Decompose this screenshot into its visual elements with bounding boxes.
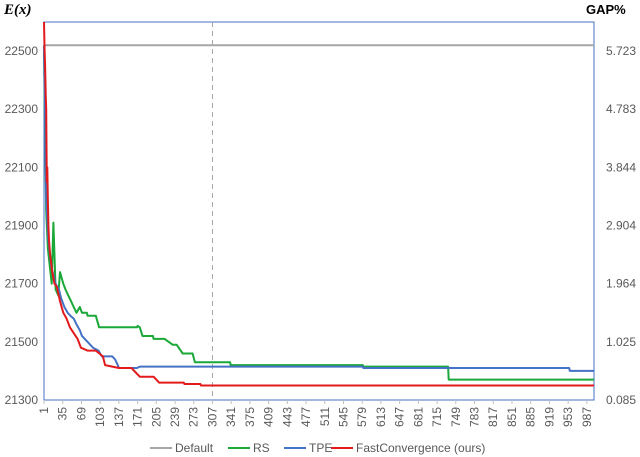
y2-axis-title: GAP% [586,2,626,17]
x-tick-label: 919 [542,407,556,427]
x-tick-label: 409 [262,407,276,427]
x-tick-label: 579 [355,407,369,427]
y2-tick-label: 2.904 [606,219,636,233]
legend: Default RS TPE FastConvergence (ours) [150,441,485,455]
y2-tick-label: 0.085 [606,393,636,407]
y-axis-ticks: 21300 21500 21700 21900 22100 22300 22500 [5,44,39,407]
x-tick-label: 545 [336,407,350,427]
x-tick-label: 137 [112,407,126,427]
y-tick-label: 21900 [5,219,39,233]
y2-tick-label: 4.783 [606,102,636,116]
x-tick-label: 273 [187,407,201,427]
x-tick-label: 681 [411,407,425,427]
y2-axis-ticks: 0.085 1.025 1.964 2.904 3.844 4.783 5.723 [606,44,636,407]
series-line-rs [43,51,594,381]
x-tick-label: 851 [505,407,519,427]
legend-label: Default [175,441,214,455]
x-tick-label: 443 [280,407,294,427]
x-tick-label: 307 [205,407,219,427]
x-tick-label: 511 [318,407,332,426]
x-tick-label: 647 [393,407,407,427]
x-tick-label: 69 [74,407,88,421]
series-layer [43,21,594,387]
legend-label: RS [253,441,270,455]
x-tick-label: 715 [430,407,444,427]
x-tick-label: 239 [168,407,182,427]
x-tick-label: 749 [449,407,463,427]
y-tick-label: 21500 [5,335,39,349]
y-tick-label: 22500 [5,44,39,58]
y2-tick-label: 1.964 [606,277,636,291]
x-tick-label: 1 [37,407,51,414]
y2-tick-label: 5.723 [606,44,636,58]
x-tick-label: 171 [131,407,145,427]
x-tick-label: 885 [524,407,538,427]
y2-tick-label: 1.025 [606,335,636,349]
x-tick-label: 477 [299,407,313,427]
x-tick-label: 783 [468,407,482,427]
x-tick-label: 953 [561,407,575,427]
x-tick-label: 817 [486,407,500,427]
x-tick-label: 613 [374,407,388,427]
x-axis-ticks: 1 35 69 103 137 171 205 239 273 307 341 375 409 443 47… [37,400,594,427]
y-tick-label: 22100 [5,160,39,174]
legend-label: TPE [309,441,332,455]
y-tick-label: 21300 [5,393,39,407]
y-axis-title: E(x) [3,2,32,18]
x-tick-label: 375 [243,407,257,427]
x-tick-label: 103 [93,407,107,427]
x-tick-label: 35 [56,407,70,421]
series-line-fastconvergence-ours [43,21,594,387]
x-tick-label: 987 [580,407,594,427]
x-tick-label: 205 [149,407,163,427]
y2-tick-label: 3.844 [606,160,636,174]
y-tick-label: 21700 [5,277,39,291]
legend-label: FastConvergence (ours) [356,441,485,455]
plot-area [43,21,595,401]
series-line-tpe [43,45,594,372]
y-tick-label: 22300 [5,102,39,116]
x-tick-label: 341 [224,407,238,427]
